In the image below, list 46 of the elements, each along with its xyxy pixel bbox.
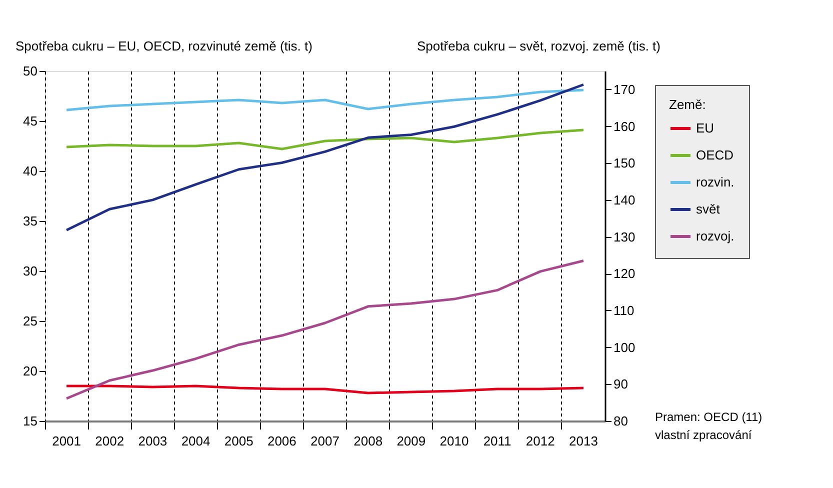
y2-tick-label: 80 bbox=[614, 414, 628, 428]
y2-tick-label: 120 bbox=[614, 266, 636, 282]
y-tick-label: 45 bbox=[23, 114, 38, 128]
x-tick-label: 2008 bbox=[354, 434, 383, 448]
y2-tick-label: 170 bbox=[614, 82, 636, 97]
y-tick-label: 50 bbox=[23, 64, 38, 78]
legend-label: EU bbox=[696, 120, 714, 136]
x-tick-label: 2001 bbox=[52, 434, 81, 448]
y2-tick-label: 100 bbox=[614, 340, 636, 355]
text: Pramen: OECD (11) bbox=[655, 410, 762, 424]
legend-label: rozvin. bbox=[696, 174, 734, 190]
y-axis-title: Spotřeba cukru – EU, OECD, rozvinuté země (tis. t) bbox=[16, 38, 312, 54]
y2-tick-label: 130 bbox=[614, 229, 636, 244]
x-tick-label: 2004 bbox=[181, 434, 210, 448]
x-tick-label: 2010 bbox=[440, 434, 469, 448]
x-tick-label: 2003 bbox=[138, 434, 168, 448]
x-tick-label: 2011 bbox=[483, 434, 512, 448]
y2-tick-label: 160 bbox=[614, 118, 636, 134]
y2-tick-label: 150 bbox=[614, 156, 636, 171]
y-tick-label: 30 bbox=[23, 264, 38, 278]
x-tick-label: 2005 bbox=[224, 434, 254, 448]
line-series bbox=[65, 384, 585, 394]
legend-label: rozvoj. bbox=[696, 228, 734, 244]
y2-tick-label: 90 bbox=[614, 376, 628, 392]
y-tick-label: 40 bbox=[23, 164, 38, 178]
legend-title: Země: bbox=[669, 97, 706, 112]
legend-label: OECD bbox=[696, 148, 734, 162]
x-tick-label: 2009 bbox=[396, 434, 426, 448]
x-tick-label: 2012 bbox=[526, 434, 555, 448]
line-series bbox=[65, 83, 585, 232]
y-tick-label: 25 bbox=[23, 314, 38, 328]
line-series bbox=[65, 128, 585, 150]
legend-label: svět bbox=[696, 202, 720, 216]
x-tick-label: 2013 bbox=[569, 434, 598, 448]
text: vlastní zpracování bbox=[655, 428, 752, 442]
x-tick-label: 2002 bbox=[95, 434, 124, 448]
y-tick-label: 15 bbox=[23, 414, 38, 428]
line-series bbox=[65, 88, 585, 112]
y2-tick-label: 140 bbox=[614, 192, 636, 208]
y2-tick-label: 110 bbox=[614, 302, 634, 318]
line-series bbox=[65, 259, 585, 400]
x-tick-label: 2006 bbox=[267, 434, 296, 448]
y2-axis-title: Spotřeba cukru – svět, rozvoj. země (tis. t) bbox=[417, 38, 660, 54]
y-tick-label: 20 bbox=[23, 364, 38, 378]
y-tick-label: 35 bbox=[23, 214, 38, 228]
x-tick-label: 2007 bbox=[310, 434, 340, 448]
